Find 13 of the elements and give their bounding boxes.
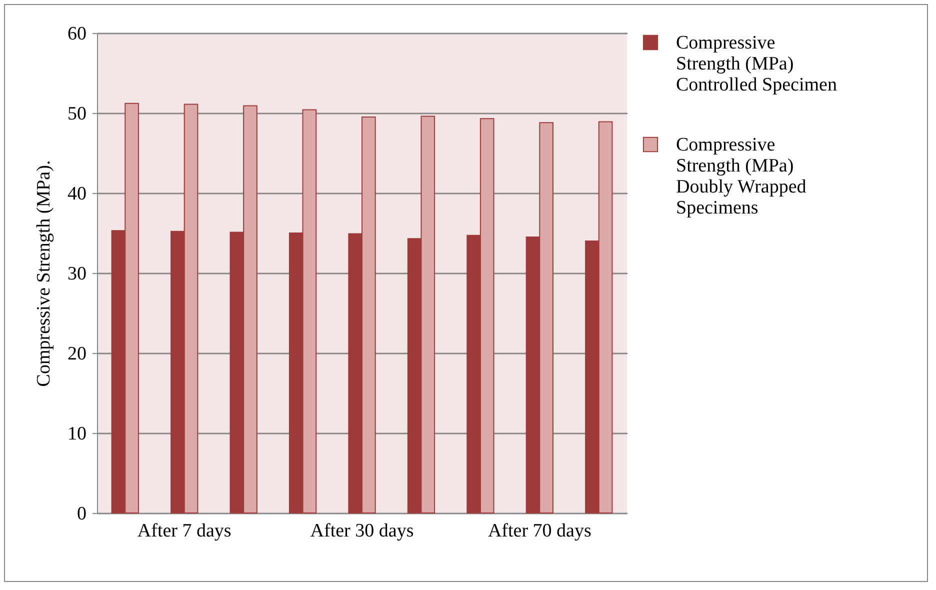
y-axis-title: Compressive Strength (MPa). <box>34 160 54 387</box>
y-tick-label: 60 <box>68 24 86 44</box>
x-tick-label: After 70 days <box>488 520 592 542</box>
y-tick-label: 20 <box>68 344 86 364</box>
y-tick-label: 40 <box>68 184 86 204</box>
legend-label: Compressive Strength (MPa) Doubly Wrapped Specimens <box>676 134 807 218</box>
y-tick-label: 30 <box>68 264 86 284</box>
y-tick-label: 50 <box>68 104 86 124</box>
y-tick-label: 0 <box>77 504 86 524</box>
x-tick-label: After 30 days <box>310 520 414 542</box>
x-tick-label: After 7 days <box>137 520 232 542</box>
y-tick-label: 10 <box>68 424 86 444</box>
legend-label: Compressive Strength (MPa) Controlled Specimen <box>676 32 838 96</box>
